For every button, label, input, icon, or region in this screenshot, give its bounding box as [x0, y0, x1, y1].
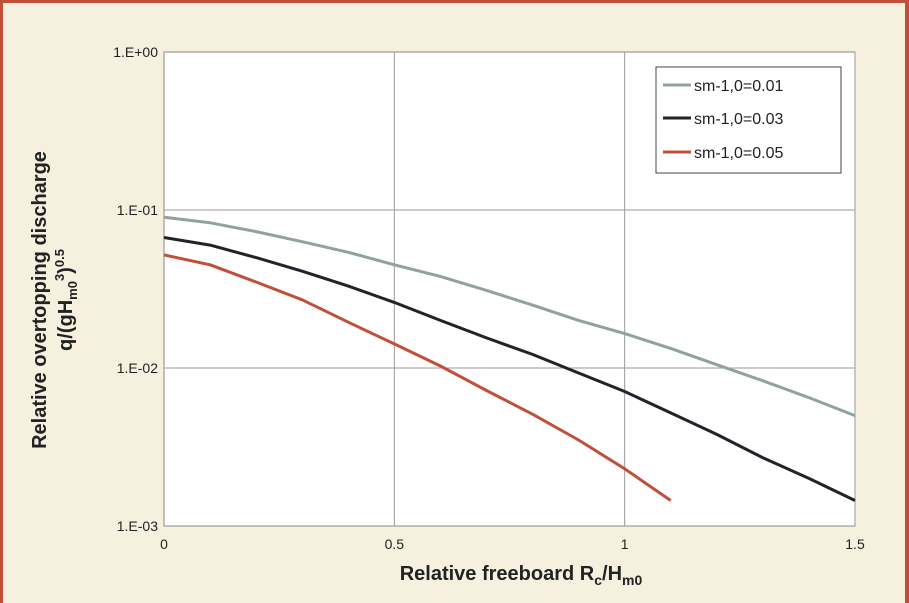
x-axis-title: Relative freeboard Rc/Hm0 [400, 563, 643, 588]
legend-label-1: sm-1,0=0.03 [694, 111, 783, 128]
y-tick-label: 1.E-01 [117, 202, 158, 218]
legend: sm-1,0=0.01 sm-1,0=0.03 sm-1,0=0.05 [655, 66, 842, 174]
grid [164, 52, 856, 526]
y-axis-title-line1: Relative overtopping discharge [29, 151, 51, 449]
series-line-1 [163, 236, 856, 502]
y-tick-label: 1.E-02 [117, 360, 158, 376]
y-tick-label: 1.E-03 [117, 518, 158, 534]
y-axis-title-line2: q/(gHm03)0.5 [52, 249, 80, 351]
y-tick-labels: 1.E-03 1.E-02 1.E-01 1.E+00 [113, 44, 158, 534]
y-tick-label: 1.E+00 [113, 44, 158, 60]
x-tick-label: 0 [160, 536, 168, 552]
legend-label-2: sm-1,0=0.05 [694, 145, 783, 162]
x-tick-label: 1.5 [845, 536, 865, 552]
legend-label-0: sm-1,0=0.01 [694, 78, 783, 95]
series-line-2 [163, 253, 672, 502]
x-tick-label: 1 [621, 536, 629, 552]
x-tick-label: 0.5 [385, 536, 405, 552]
series-line-0 [163, 215, 856, 417]
x-tick-labels: 0 0.5 1 1.5 [160, 536, 865, 552]
series-group [163, 215, 856, 502]
